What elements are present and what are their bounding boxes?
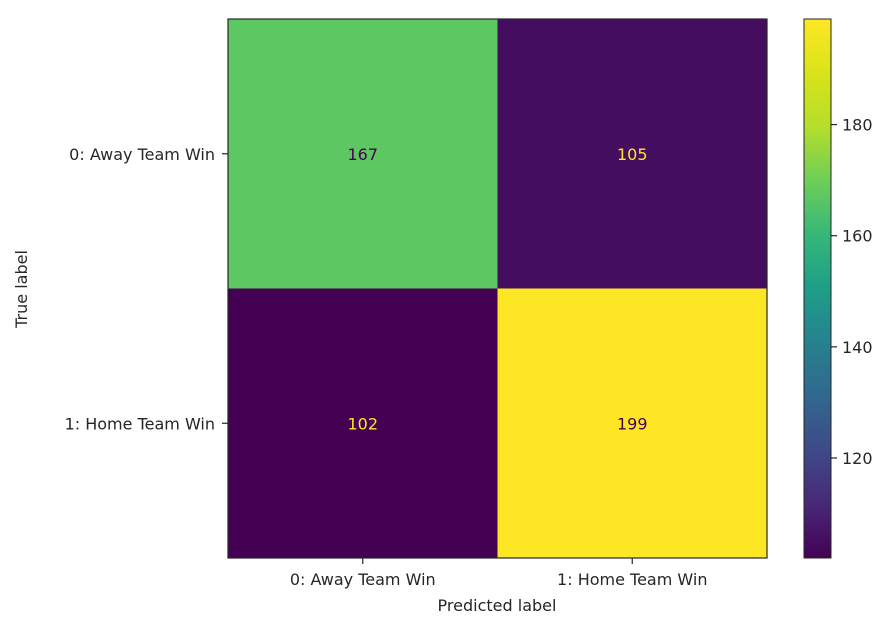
x-tick-label: 1: Home Team Win [557, 570, 707, 589]
x-axis-label: Predicted label [438, 596, 557, 615]
colorbar-tick-label: 140 [842, 338, 873, 357]
x-tick-label: 0: Away Team Win [290, 570, 436, 589]
heatmap-cell-r0-c0 [228, 19, 498, 289]
heatmap-cell-labels: 167 105 102 199 [347, 145, 647, 434]
heatmap-cells [228, 19, 767, 558]
x-axis-ticks: 0: Away Team Win 1: Home Team Win [290, 558, 707, 589]
y-axis-label: True label [12, 250, 31, 329]
colorbar [803, 18, 832, 559]
y-tick-label: 1: Home Team Win [65, 414, 215, 433]
colorbar-tick-label: 120 [842, 449, 873, 468]
cell-value-r1-c1: 199 [617, 414, 648, 433]
cell-value-r0-c0: 167 [347, 145, 378, 164]
plot-frame [227, 18, 768, 559]
y-tick-label: 0: Away Team Win [69, 145, 215, 164]
y-axis-ticks: 0: Away Team Win 1: Home Team Win [65, 145, 228, 433]
heatmap-cell-r1-c1 [497, 288, 767, 558]
colorbar-tick-label: 180 [842, 116, 873, 135]
colorbar-tick-label: 160 [842, 227, 873, 246]
heatmap-cell-r0-c1 [497, 19, 767, 289]
cell-value-r1-c0: 102 [347, 414, 378, 433]
heatmap-cell-r1-c0 [228, 288, 498, 558]
cell-value-r0-c1: 105 [617, 145, 648, 164]
colorbar-ticks: 120 140 160 180 [831, 116, 873, 468]
